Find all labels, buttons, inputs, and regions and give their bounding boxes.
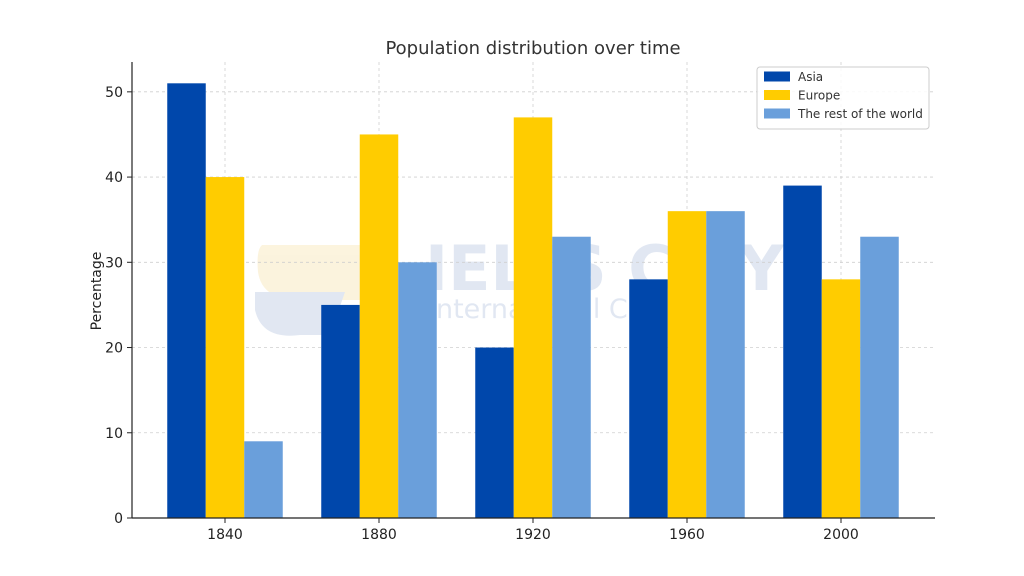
chart-title: Population distribution over time (385, 38, 680, 59)
bar-the-rest-of-the-world-1880 (398, 262, 437, 518)
x-tick-label: 1840 (207, 527, 243, 543)
y-tick-label: 0 (114, 511, 123, 527)
bar-asia-1880 (321, 304, 360, 518)
bar-the-rest-of-the-world-1840 (244, 441, 283, 518)
x-tick-label: 1880 (361, 527, 397, 543)
bar-asia-1960 (629, 279, 668, 518)
y-axis-title: Percentage (89, 252, 105, 331)
bar-the-rest-of-the-world-2000 (860, 236, 899, 518)
bar-asia-1920 (475, 347, 514, 518)
legend-items: Asia Europe The rest of the world (764, 70, 923, 121)
x-tick-label: 1920 (515, 527, 551, 543)
bar-the-rest-of-the-world-1960 (706, 211, 745, 518)
bar-europe-1960 (667, 211, 707, 518)
bar-europe-2000 (821, 279, 861, 518)
bar-asia-2000 (783, 185, 822, 518)
x-axis-ticks: 1840 1880 1920 1960 2000 (207, 518, 859, 543)
bar-europe-1920 (513, 117, 553, 519)
legend-frame (756, 66, 930, 130)
bar-asia-1840 (167, 83, 206, 518)
bar-europe-1840 (205, 177, 245, 518)
bars (167, 83, 899, 519)
y-tick-label: 40 (105, 170, 123, 186)
legend-swatch (764, 108, 790, 119)
bar-europe-1880 (359, 134, 399, 518)
legend-label: The rest of the world (797, 107, 923, 121)
x-tick-label: 1960 (669, 527, 705, 543)
legend-swatch (764, 71, 790, 82)
y-tick-label: 30 (105, 255, 123, 271)
legend: Asia Europe The rest of the world (756, 66, 930, 130)
y-tick-label: 10 (105, 426, 123, 442)
y-axis-ticks: 0 10 20 30 40 50 (105, 85, 132, 527)
legend-swatch (764, 90, 790, 100)
legend-label: Europe (798, 89, 840, 103)
legend-label: Asia (798, 70, 823, 84)
bar-the-rest-of-the-world-1920 (552, 236, 591, 518)
y-tick-label: 50 (105, 85, 123, 101)
y-tick-label: 20 (105, 341, 123, 357)
x-tick-label: 2000 (823, 527, 859, 543)
